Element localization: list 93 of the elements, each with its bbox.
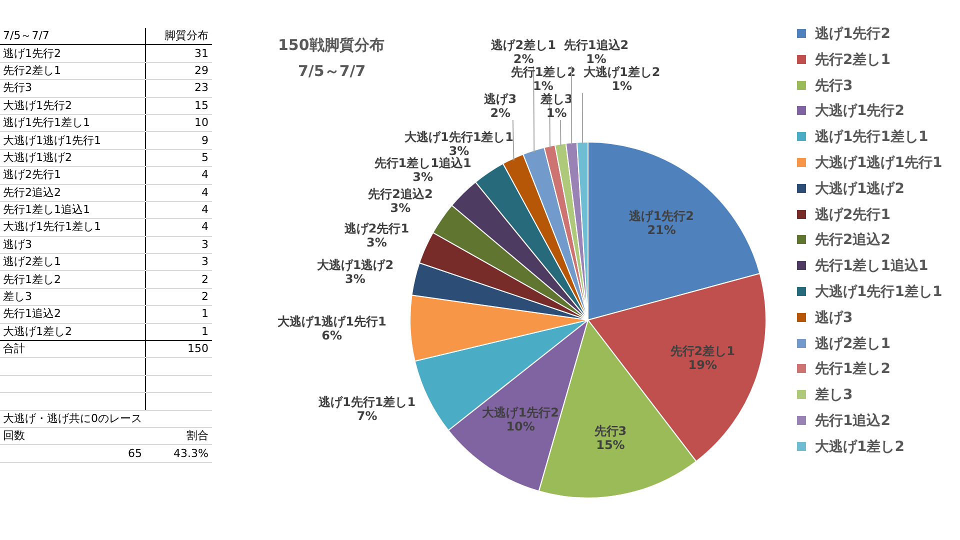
slice-label: 逃げ2差し1 (490, 38, 556, 52)
category-label: 大逃げ1逃げ1先行1 (0, 132, 145, 150)
data-label: 19% (688, 358, 718, 372)
data-label: 10% (506, 420, 535, 434)
category-label: 逃げ1先行1差し1 (0, 114, 145, 132)
data-label: 4 (145, 218, 212, 236)
data-label: 23 (145, 80, 212, 98)
category-label: 大逃げ1差し2 (0, 323, 145, 341)
data-label: 3 (145, 254, 212, 271)
legend-label: 大逃げ1逃げ1先行1 (814, 154, 942, 173)
data-label: 1% (586, 52, 606, 66)
slice-label: 逃げ1先行2 (628, 209, 694, 223)
data-label: 4 (145, 184, 212, 202)
data-label: 5 (145, 149, 212, 167)
category-label: 逃げ1先行2 (0, 44, 145, 62)
slice-label: 大逃げ1先行1差し1 (404, 130, 514, 144)
category-label: 差し3 (0, 288, 145, 306)
category-label: 先行1差し1追込1 (0, 201, 145, 219)
legend-label: 大逃げ1先行2 (814, 102, 906, 122)
category-label: 先行3 (0, 80, 145, 98)
data-label: 3% (412, 170, 433, 184)
data-label: 3% (390, 200, 411, 215)
legend-label: 逃げ3 (814, 308, 854, 328)
data-label: 7% (356, 408, 378, 423)
slice-label: 大逃げ1逃げ1先行1 (277, 314, 386, 328)
data-label: 1% (533, 79, 554, 94)
slice-label: 先行2差し1 (669, 344, 735, 358)
data-label: 1 (145, 323, 212, 341)
legend-label: 先行1差し1追込1 (814, 257, 930, 276)
slice-label: 逃げ1先行1差し1 (318, 394, 416, 409)
data-label: 4 (145, 201, 212, 219)
data-label: 3 (145, 236, 212, 254)
data-label: 1% (612, 79, 632, 94)
category-label: 大逃げ1逃げ2 (0, 149, 145, 167)
legend-label: 逃げ2先行1 (814, 206, 892, 225)
category-label: 逃げ2差し1 (0, 254, 145, 271)
category-label: 逃げ3 (0, 236, 145, 254)
data-label: 6% (322, 328, 342, 342)
slice-label: 先行1差し1追込1 (373, 156, 472, 170)
slice-label: 大逃げ1差し2 (584, 65, 660, 80)
text: 65 (0, 444, 145, 462)
text: 回数 (0, 427, 145, 445)
legend-label: 先行2追込2 (814, 231, 892, 250)
text: 7/5～7/7 (298, 62, 366, 80)
legend-label: 大逃げ1先行1差し1 (814, 282, 942, 302)
legend-label: 先行1差し2 (814, 360, 892, 380)
data-label: 9 (145, 132, 212, 150)
legend-label: 大逃げ1差し2 (814, 438, 906, 457)
legend-label: 逃げ2差し1 (814, 334, 892, 354)
data-label: 3% (366, 235, 387, 250)
data-label: 31 (145, 44, 212, 62)
legend-label: 逃げ1先行1差し1 (814, 128, 930, 148)
data-label: 10 (145, 114, 212, 132)
legend-label: 先行2差し1 (814, 50, 892, 70)
data-label: 15 (145, 97, 212, 114)
data-label: 15% (596, 438, 625, 452)
legend-label: 先行1追込2 (814, 412, 892, 431)
legend-label: 大逃げ1逃げ2 (814, 180, 906, 199)
category-label: 先行2追込2 (0, 184, 145, 202)
text: 割合 (145, 427, 212, 445)
data-label: 1% (546, 106, 567, 120)
slice-label: 先行2追込2 (367, 186, 433, 201)
text: 43.3% (145, 444, 212, 462)
data-label: 2 (145, 288, 212, 306)
slice-label: 逃げ2先行1 (343, 221, 410, 236)
slice-label: 逃げ3 (483, 92, 517, 106)
category-label: 先行1差し2 (0, 270, 145, 288)
data-label: 1 (145, 306, 212, 324)
data-label: 4 (145, 166, 212, 184)
category-label: 先行1追込2 (0, 306, 145, 324)
text: 150戦脚質分布 (278, 36, 384, 54)
slice-label: 大逃げ1先行2 (482, 406, 559, 420)
text: 脚質分布 (145, 28, 212, 45)
legend-label: 先行3 (814, 76, 854, 96)
text: 7/5～7/7 (0, 28, 145, 45)
slice-label: 先行1追込2 (562, 38, 629, 52)
slice-label: 先行3 (593, 424, 627, 438)
text: 合計 (0, 340, 145, 358)
data-label: 21% (647, 223, 676, 237)
slice-label: 大逃げ1逃げ2 (316, 258, 394, 272)
category-label: 逃げ2先行1 (0, 166, 145, 184)
category-label: 先行2差し1 (0, 62, 145, 80)
data-label: 3% (345, 272, 366, 286)
category-label: 大逃げ1先行1差し1 (0, 218, 145, 236)
legend-label: 差し3 (814, 386, 854, 406)
data-label: 2% (513, 52, 534, 66)
data-label: 2% (490, 106, 511, 120)
text: 150 (145, 340, 212, 358)
legend-label: 逃げ1先行2 (814, 25, 892, 44)
text: 大逃げ・逃げ共に0のレース (0, 410, 145, 428)
data-label: 2 (145, 270, 212, 288)
category-label: 大逃げ1先行2 (0, 97, 145, 114)
data-label: 29 (145, 62, 212, 80)
